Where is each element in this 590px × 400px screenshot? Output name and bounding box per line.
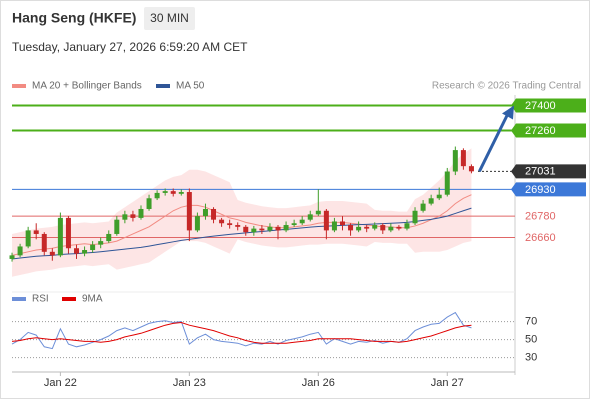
- candle-body: [420, 203, 426, 211]
- level-label: 27400: [525, 100, 556, 112]
- candle-body: [307, 214, 313, 220]
- candle-body: [122, 214, 128, 220]
- candle-body: [388, 226, 394, 231]
- candle-body: [33, 230, 39, 234]
- timeframe-box: [144, 7, 195, 30]
- candle-body: [372, 225, 378, 229]
- level-label: 27031: [525, 166, 556, 178]
- candle-body: [227, 223, 233, 226]
- candle-body: [339, 221, 345, 226]
- candle-body: [291, 223, 297, 226]
- level-label: 27260: [525, 125, 556, 137]
- level-label-box: [511, 98, 586, 113]
- candle-body: [17, 246, 23, 256]
- candle-body: [436, 194, 442, 199]
- candle-body: [114, 219, 120, 234]
- candle-body: [235, 225, 241, 227]
- forecast-arrow: [478, 112, 510, 172]
- x-tick-label: Jan 26: [302, 377, 335, 389]
- level-label-box: [511, 123, 586, 138]
- candle-body: [364, 226, 370, 229]
- ma-line: [11, 207, 472, 260]
- candle-body: [323, 210, 329, 231]
- candle-body: [202, 208, 208, 217]
- candle-body: [186, 192, 192, 231]
- candle-body: [267, 226, 273, 231]
- legend-swatch: [12, 297, 26, 301]
- candle-body: [130, 214, 136, 218]
- candle-body: [331, 221, 337, 231]
- x-tick-label: Jan 23: [173, 377, 206, 389]
- candle-body: [412, 210, 418, 224]
- candle-body: [41, 233, 47, 252]
- candle-body: [146, 198, 152, 209]
- candle-body: [138, 208, 144, 218]
- candle-body: [259, 228, 265, 231]
- forecast-arrowhead: [502, 105, 514, 120]
- level-label-box: [511, 164, 586, 179]
- candle-body: [9, 255, 15, 259]
- candle-body: [74, 248, 80, 254]
- chart-title: Hang Seng (HKFE): [12, 10, 136, 26]
- candle-body: [283, 225, 289, 231]
- candle-body: [299, 219, 305, 224]
- candle-body: [25, 230, 31, 247]
- candle-body: [356, 226, 362, 231]
- candle-body: [154, 192, 160, 199]
- legend-swatch: [156, 84, 170, 88]
- candle-body: [49, 251, 55, 256]
- indicator-line: [11, 321, 472, 344]
- level-label: 26930: [525, 184, 556, 196]
- candle-body: [380, 225, 386, 231]
- legend-label: 9MA: [82, 294, 103, 305]
- candle-body: [348, 225, 354, 231]
- candle-body: [170, 191, 176, 194]
- candle-body: [428, 198, 434, 204]
- candle-body: [82, 250, 88, 254]
- candle-body: [315, 210, 321, 215]
- timeframe: 30 MIN: [150, 11, 189, 25]
- candle-body: [444, 171, 450, 195]
- candle-body: [251, 228, 257, 233]
- x-tick-label: Jan 27: [431, 377, 464, 389]
- candle-body: [452, 150, 458, 172]
- credit: Research © 2026 Trading Central: [432, 81, 581, 92]
- candle-body: [396, 226, 402, 229]
- candle-body: [404, 223, 410, 229]
- legend-label: MA 20 + Bollinger Bands: [32, 81, 142, 92]
- legend-label: RSI: [32, 294, 49, 305]
- y-tick-label: 70: [525, 316, 537, 328]
- bollinger-band: [12, 148, 472, 277]
- candle-body: [162, 191, 168, 193]
- candle-body: [178, 192, 184, 194]
- legend-swatch: [12, 84, 26, 88]
- candle-body: [57, 217, 63, 256]
- candle-body: [219, 219, 225, 224]
- x-tick-label: Jan 22: [44, 377, 77, 389]
- candle-body: [275, 226, 281, 231]
- candle-body: [243, 226, 249, 233]
- candle-body: [98, 241, 104, 245]
- y-tick-label: 50: [525, 334, 537, 346]
- candle-body: [460, 150, 466, 167]
- ma-line: [11, 194, 472, 256]
- candle-body: [194, 216, 200, 231]
- level-label-box: [511, 182, 586, 197]
- legend-swatch: [62, 297, 76, 301]
- candle-body: [211, 208, 217, 220]
- subtitle: Tuesday, January 27, 2026 6:59:20 AM CET: [12, 40, 248, 54]
- candle-body: [65, 217, 71, 249]
- level-label: 26780: [525, 211, 556, 223]
- level-label: 26660: [525, 232, 556, 244]
- candle-body: [468, 166, 474, 172]
- candle-body: [106, 233, 112, 242]
- candle-body: [90, 244, 96, 251]
- y-tick-label: 30: [525, 352, 537, 364]
- legend-label: MA 50: [176, 81, 205, 92]
